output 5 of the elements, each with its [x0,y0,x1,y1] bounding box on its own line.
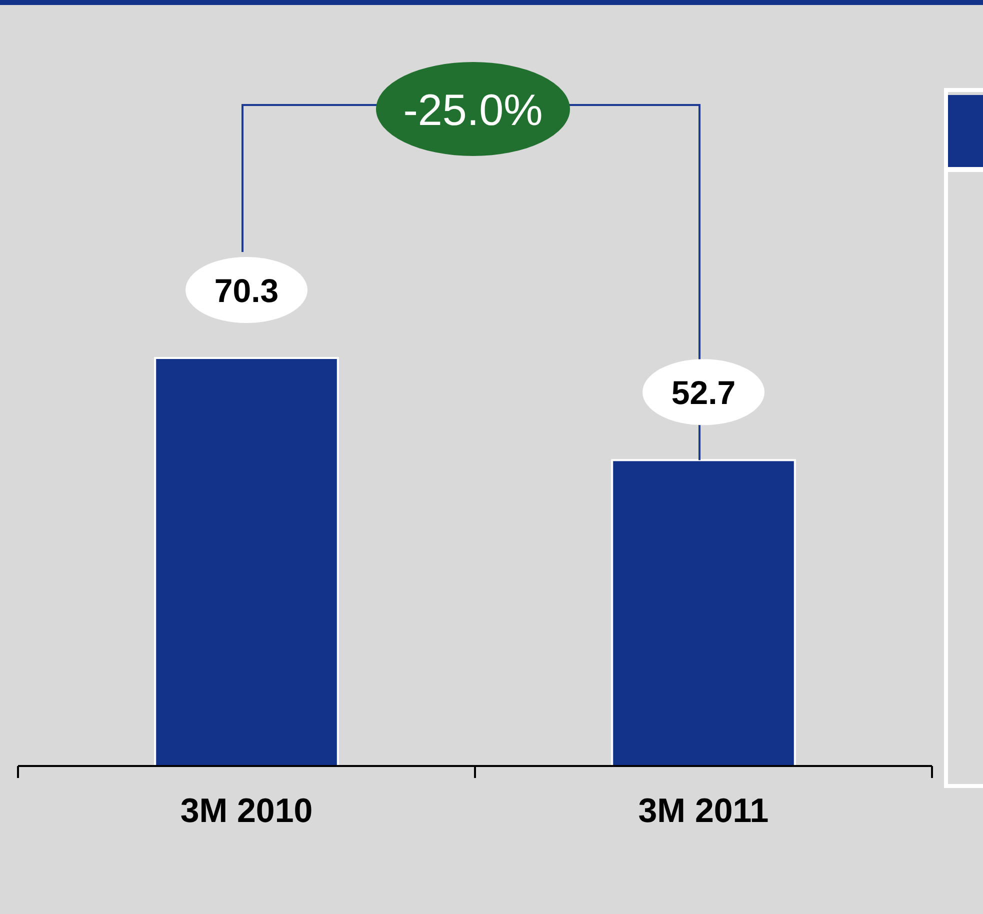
x-tick-label: 3M 2010 [180,792,313,830]
text: -25.0% [403,86,543,135]
data-label: 52.7 [671,374,736,412]
data-label: 70.3 [214,272,279,309]
x-tick-label: 3M 2011 [638,792,769,830]
